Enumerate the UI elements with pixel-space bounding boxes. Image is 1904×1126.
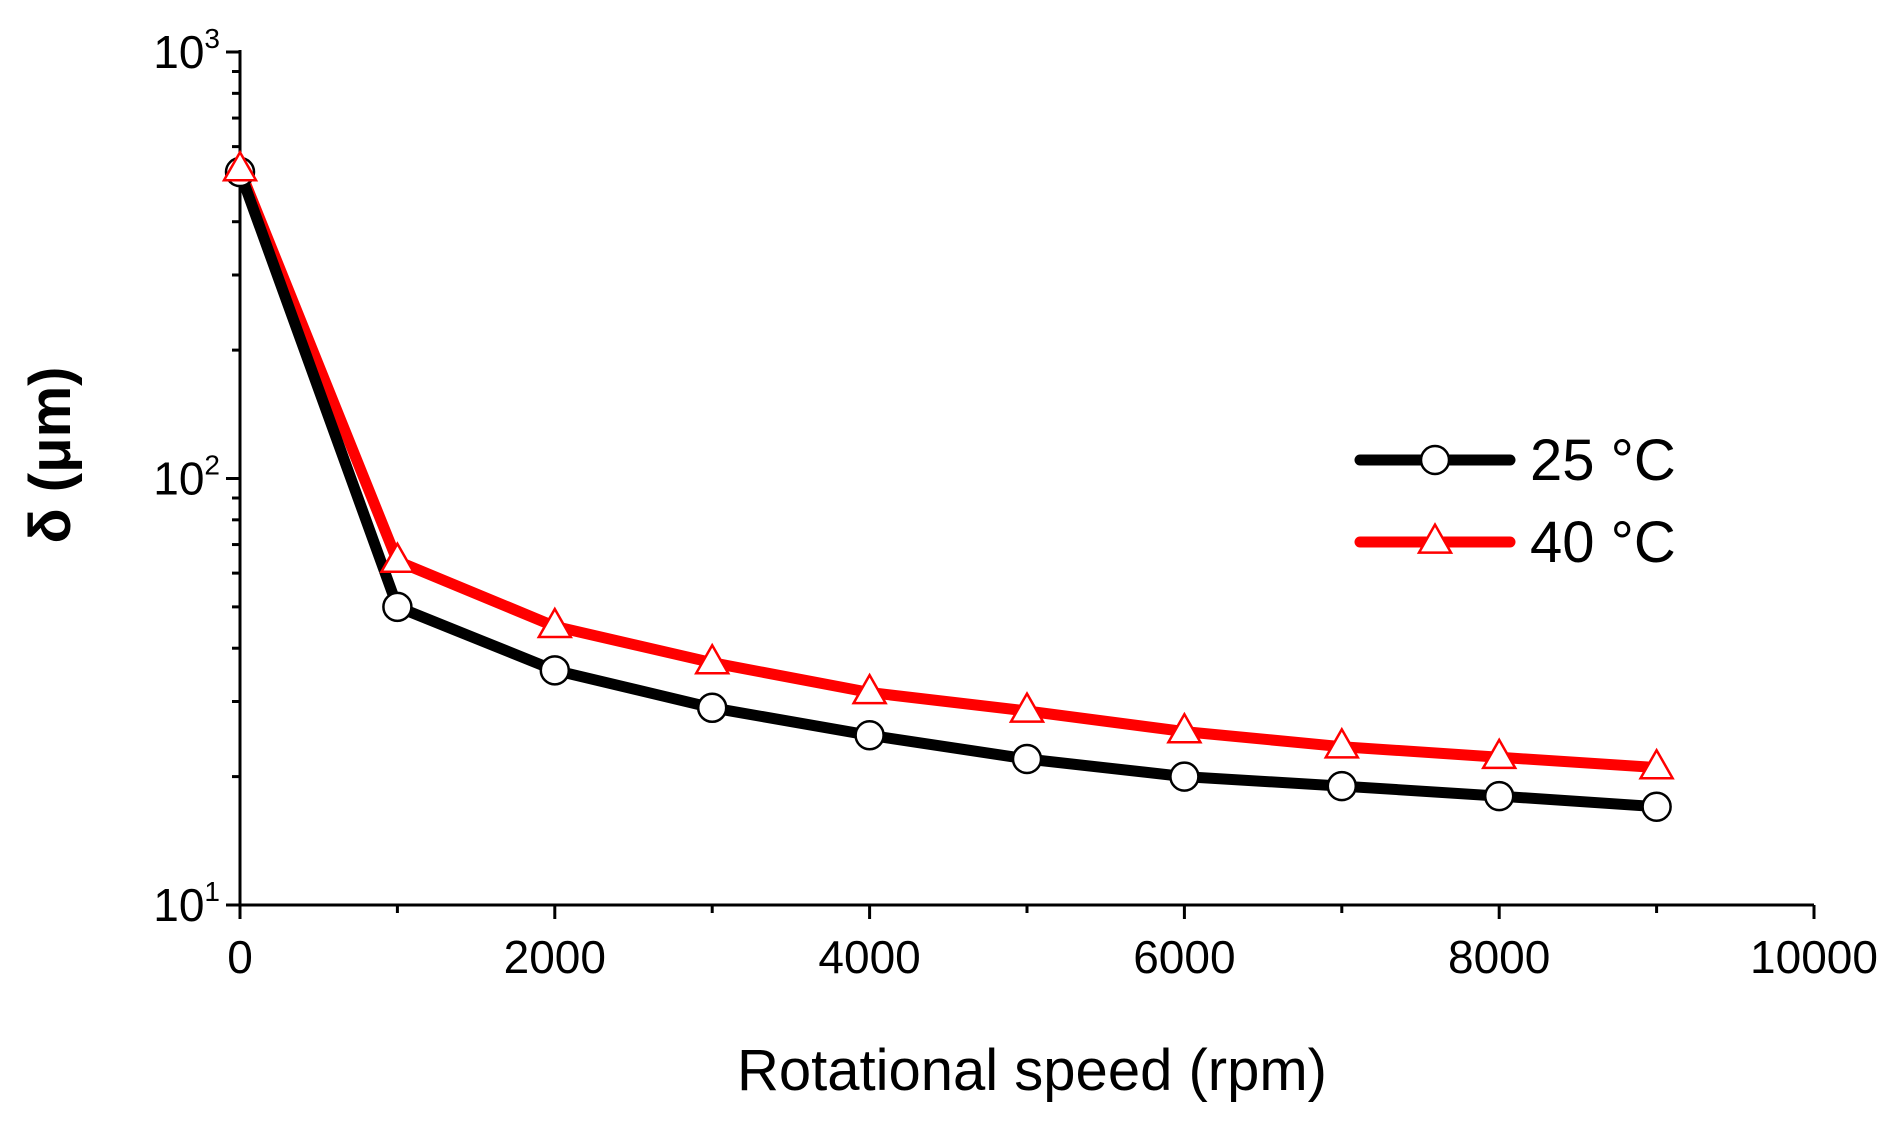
data-point-25c (696, 692, 728, 724)
y-tick-base: 10 (153, 26, 204, 78)
x-ticks: 0 2000 4000 6000 8000 10000 (227, 905, 1878, 983)
x-tick-label: 10000 (1750, 931, 1878, 983)
data-point-40c (379, 541, 416, 574)
x-tick-label: 4000 (818, 931, 920, 983)
data-point-40c (1638, 747, 1675, 780)
x-tick-label: 2000 (504, 931, 606, 983)
legend-label: 40 °C (1530, 510, 1676, 575)
y-tick-label: 103 (153, 23, 220, 78)
data-point-25c (854, 720, 885, 751)
y-tick-label: 101 (153, 876, 220, 931)
data-point-40c (1166, 711, 1203, 744)
legend-label: 25 °C (1530, 428, 1676, 493)
y-tick-exponent: 2 (204, 450, 220, 481)
y-tick-label: 102 (153, 450, 220, 505)
data-point-25c (382, 591, 413, 623)
data-point-40c (221, 149, 259, 182)
data-point-25c (539, 655, 571, 686)
series-markers (221, 149, 1675, 822)
y-tick-base: 10 (153, 879, 204, 931)
data-point-25c (1169, 761, 1200, 792)
y-tick-exponent: 1 (204, 876, 220, 907)
x-axis-title: Rotational speed (rpm) (737, 1038, 1327, 1103)
series-line-40c (234, 164, 1663, 774)
y-tick-exponent: 3 (204, 23, 220, 54)
y-tick-base: 10 (153, 453, 204, 505)
x-tick-label: 6000 (1133, 931, 1235, 983)
data-point-40c (851, 672, 888, 705)
data-point-25c (1641, 791, 1672, 822)
data-point-40c (1323, 726, 1360, 759)
series-line-25c (234, 166, 1663, 813)
data-point-25c (1011, 743, 1043, 775)
data-point-40c (694, 642, 731, 675)
legend-marker-triangle (1416, 522, 1454, 554)
data-point-40c (536, 606, 573, 639)
series-lines (234, 164, 1663, 813)
y-axis-title: δ (μm) (18, 367, 83, 544)
data-point-40c (1008, 691, 1046, 723)
data-point-25c (1326, 770, 1358, 802)
legend: 25 °C 40 °C (1354, 428, 1676, 575)
legend-marker-circle (1419, 444, 1451, 476)
data-point-40c (1481, 737, 1518, 770)
x-tick-label: 8000 (1448, 931, 1550, 983)
x-tick-label: 0 (227, 931, 253, 983)
data-point-25c (1483, 780, 1515, 812)
